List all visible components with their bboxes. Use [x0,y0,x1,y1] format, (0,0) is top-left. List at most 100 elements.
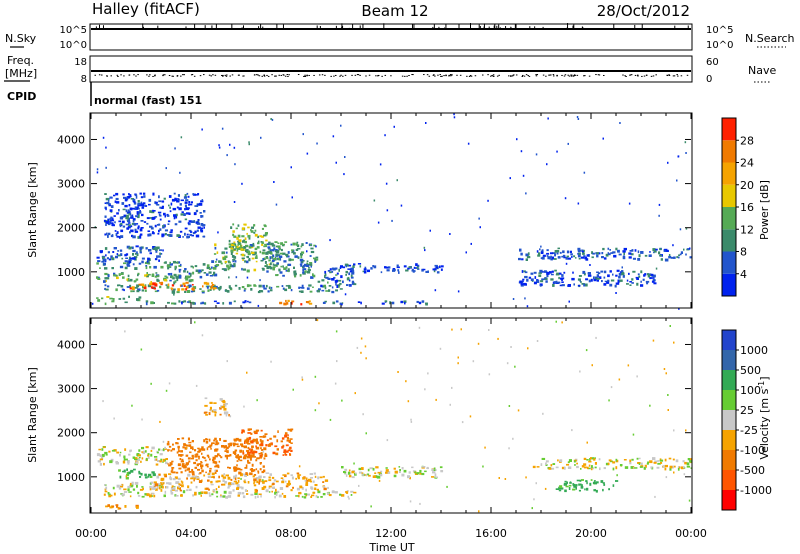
y-tick-label: 2000 [57,222,85,235]
scatter-cell [137,213,140,217]
noise-cell [174,288,176,291]
scatter-cell [321,279,325,282]
scatter-cell [223,403,226,407]
scatter-cell [188,441,192,444]
noise-cell [340,124,342,127]
scatter-cell [197,447,200,450]
scatter-cell [151,487,155,490]
scatter-cell [359,265,362,268]
noise-cell [434,289,437,292]
noise-cell [579,370,581,373]
scatter-cell [136,213,139,215]
scatter-cell [242,268,246,271]
nave-dot [229,75,231,77]
scatter-cell [669,467,672,471]
power-colorbar-swatch [722,140,736,163]
scatter-cell [215,469,218,472]
scatter-cell [201,224,206,227]
scatter-cell [544,277,547,279]
scatter-cell [120,253,123,256]
scatter-cell [628,256,632,259]
scatter-cell [185,454,189,457]
scatter-cell [583,457,587,460]
scatter-cell [133,280,136,283]
scatter-cell [191,454,194,458]
scatter-cell [147,262,151,265]
noise-cell [201,128,203,131]
scatter-cell [629,284,632,286]
scatter-cell [152,248,156,250]
scatter-cell [185,199,189,202]
scatter-cell [164,229,168,232]
scatter-cell [342,280,344,284]
noise-cell [235,276,238,279]
scatter-cell [129,482,133,486]
noise-cell [410,418,412,421]
noise-cell [291,196,293,199]
scatter-cell [104,247,108,250]
scatter-cell [541,271,544,273]
scatter-cell [187,485,190,489]
scatter-cell [141,289,144,292]
noise-cell [414,471,416,474]
scatter-cell [261,227,264,230]
scatter-cell [542,254,546,257]
scatter-cell [218,455,221,457]
scatter-cell [236,248,239,252]
scatter-cell [149,487,152,491]
noise-cell [379,163,382,166]
noise-cell [344,293,347,296]
scatter-cell [222,400,226,404]
scatter-cell [183,300,186,303]
scatter-cell [119,265,124,269]
scatter-cell [137,454,141,457]
scatter-cell [260,440,264,443]
scatter-cell [180,450,183,453]
scatter-cell [600,480,604,483]
scatter-cell [271,476,275,479]
scatter-cell [285,450,289,453]
scatter-cell [652,248,656,252]
scatter-cell [613,254,617,258]
scatter-cell [638,254,641,258]
scatter-cell [440,268,443,271]
scatter-cell [539,283,543,287]
scatter-cell [282,265,284,268]
scatter-cell [191,476,195,479]
scatter-cell [124,458,128,461]
scatter-cell [594,462,597,465]
scatter-cell [263,258,266,261]
scatter-cell [678,256,680,259]
scatter-cell [151,471,155,474]
scatter-cell [198,269,202,273]
scatter-cell [116,484,120,488]
power-colorbar-swatch [722,229,736,252]
scatter-cell [195,476,200,479]
scatter-cell [190,201,193,204]
scatter-cell [290,442,293,444]
scatter-cell [208,438,211,442]
scatter-cell [339,288,343,290]
scatter-cell [543,270,547,273]
scatter-cell [253,285,257,287]
scatter-cell [261,470,264,474]
scatter-cell [416,266,419,269]
scatter-cell [194,230,197,233]
scatter-cell [258,284,262,288]
scatter-cell [238,471,242,475]
scatter-cell [649,277,652,280]
scatter-cell [175,481,180,484]
scatter-cell [237,454,239,456]
scatter-cell [163,262,166,264]
noise-cell [418,326,421,329]
scatter-cell [629,250,632,252]
scatter-cell [351,282,354,285]
scatter-cell [132,235,136,239]
scatter-cell [268,487,271,489]
scatter-cell [153,494,156,498]
scatter-cell [139,251,142,254]
scatter-cell [336,272,339,275]
nave-dot [545,75,547,77]
velocity-colorbar-swatch [722,390,736,410]
scatter-cell [297,474,302,476]
